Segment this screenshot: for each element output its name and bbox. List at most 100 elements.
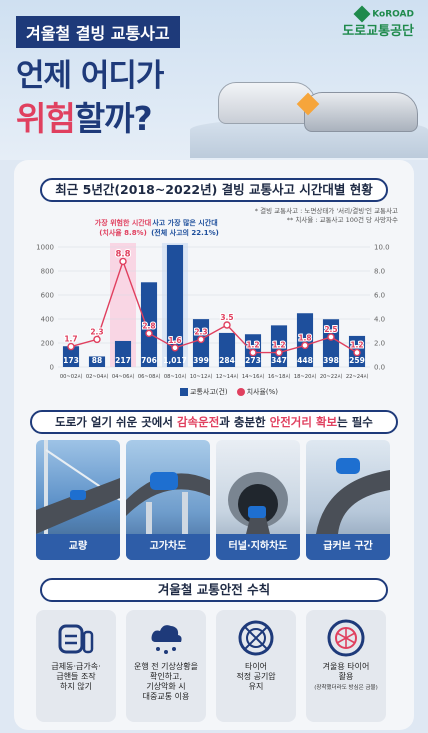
- rule-tire-pressure: 타이어 적정 공기압 유지: [216, 610, 296, 722]
- category-tick-label: 12~14시: [216, 374, 239, 380]
- hero-title-rest: 할까?: [74, 99, 153, 138]
- category-tick-label: 14~16시: [242, 374, 265, 380]
- bar: [88, 356, 106, 367]
- winter-tire-icon: [327, 619, 365, 657]
- bar-value-label: 273: [245, 356, 261, 365]
- line-value-label: 1.2: [350, 341, 363, 350]
- rule-no-sudden-control: 급제동·급가속· 급핸들 조작 하지 않기: [36, 610, 116, 722]
- bar-value-label: 217: [115, 356, 131, 365]
- category-tick-label: 04~06시: [112, 374, 135, 380]
- overpass-icon: [126, 472, 210, 534]
- steering-brake-icon: [58, 624, 94, 654]
- category-tick-label: 08~10시: [164, 374, 187, 380]
- bar-value-label: 706: [141, 356, 157, 365]
- annotation-peak-value: (전체 사고의 22.1%): [151, 228, 219, 237]
- rules-section-title: 겨울철 교통안전 수칙: [40, 578, 388, 602]
- line-value-label: 2.8: [142, 321, 155, 330]
- place-card-sharp-curve: 급커브 구간: [306, 440, 390, 560]
- right-axis-tick: 8.0: [374, 268, 385, 276]
- line-point: [353, 348, 361, 357]
- places-section-title: 도로가 얼기 쉬운 곳에서 감속운전과 충분한 안전거리 확보는 필수: [30, 410, 398, 434]
- koroad-logo: KoROAD 도로교통공단: [342, 5, 414, 39]
- line-point: [275, 348, 283, 357]
- line-point: [119, 257, 127, 266]
- left-axis-tick: 600: [41, 292, 54, 300]
- right-axis-tick: 10.0: [374, 244, 390, 252]
- rule-winter-tires: 겨울용 타이어 활용 (장착했더라도 방심은 금물): [306, 610, 386, 722]
- accident-time-chart: 1000 10.0 800 8.0 600 6.0 400 4.0 200 2.0 0 0.0 173 0…: [36, 218, 390, 380]
- line-value-label: 1.6: [168, 336, 181, 345]
- chart-section-title: 최근 5년간(2018~2022년) 결빙 교통사고 시간대별 현황: [40, 178, 388, 202]
- line-value-label: 1.7: [64, 335, 77, 344]
- line-point: [249, 348, 257, 357]
- rule-check-weather: 운행 전 기상상황을 확인하고, 기상악화 시 대중교통 이용: [126, 610, 206, 722]
- bar-value-label: 1,017: [163, 356, 187, 365]
- right-axis-tick: 0.0: [374, 364, 385, 372]
- legend-line-swatch: [236, 388, 245, 396]
- tire-gauge-icon: [238, 620, 274, 656]
- line-value-label: 1.2: [246, 341, 259, 350]
- place-cards: 교량 고가차도 터널·지하차도 급커브 구간: [36, 440, 392, 562]
- line-point: [197, 335, 205, 344]
- category-tick-label: 06~08시: [138, 374, 161, 380]
- rule-subtext: (장착했더라도 방심은 금물): [314, 685, 378, 691]
- rule-text: 급제동·급가속· 급핸들 조작 하지 않기: [51, 662, 101, 691]
- bridge-icon: [36, 440, 120, 534]
- rule-text: 겨울용 타이어 활용: [322, 662, 370, 681]
- bar-value-label: 88: [92, 356, 102, 365]
- category-tick-label: 16~18시: [268, 374, 291, 380]
- bar: [166, 244, 184, 367]
- line-value-label: 8.8: [115, 249, 130, 259]
- line-value-label: 1.8: [298, 333, 311, 342]
- line-value-label: 2.3: [194, 327, 207, 336]
- bar: [218, 332, 236, 367]
- line-point: [327, 333, 335, 341]
- category-tick-label: 22~24시: [346, 374, 369, 380]
- legend-bar-swatch: [180, 388, 188, 396]
- line-value-label: 2.5: [324, 325, 337, 334]
- cloud-snow-icon: [151, 625, 182, 654]
- rule-text: 타이어 적정 공기압 유지: [236, 662, 276, 691]
- line-point: [67, 342, 75, 351]
- line-point: [301, 341, 309, 350]
- left-axis-tick: 400: [41, 316, 54, 324]
- place-card-overpass: 고가차도: [126, 440, 210, 560]
- bar: [322, 319, 340, 367]
- right-axis-tick: 4.0: [374, 316, 385, 324]
- hero-title-line1: 언제 어디가: [16, 58, 164, 94]
- bar-value-label: 284: [219, 356, 235, 365]
- annotation-risk-title: 가장 위험한 시간대: [95, 218, 151, 227]
- bar: [62, 346, 80, 367]
- bar: [270, 325, 288, 367]
- hero-title-line2: 위험할까?: [16, 92, 153, 140]
- bar-value-label: 173: [63, 356, 79, 365]
- bar-value-label: 398: [323, 356, 339, 365]
- bar-value-label: 347: [271, 356, 287, 365]
- sharp-curve-icon: [316, 458, 390, 534]
- right-axis-tick: 2.0: [374, 340, 385, 348]
- hero-banner: 겨울철 결빙 교통사고 언제 어디가 위험할까? KoROAD 도로교통공단: [0, 0, 428, 160]
- annotation-peak-title: 사고 가장 많은 시간대: [152, 218, 217, 227]
- bar-value-label: 259: [349, 356, 365, 365]
- place-card-tunnel: 터널·지하차도: [216, 440, 300, 560]
- annotation-risk-value: (치사율 8.8%): [99, 228, 147, 237]
- fatality-rate-line: [70, 259, 358, 354]
- category-tick-label: 18~20시: [294, 374, 317, 380]
- line-point: [93, 335, 101, 344]
- left-axis-tick: 800: [41, 268, 54, 276]
- bar: [140, 282, 158, 367]
- left-axis-tick: 1000: [36, 244, 54, 252]
- category-tick-label: 00~02시: [60, 374, 83, 380]
- bar-value-label: 399: [193, 356, 209, 365]
- category-tick-label: 10~12시: [190, 374, 213, 380]
- line-value-label: 2.3: [90, 327, 103, 336]
- hero-tag: 겨울철 결빙 교통사고: [16, 16, 180, 48]
- tunnel-icon: [228, 472, 288, 534]
- chart-notes: * 결빙 교통사고 : 노면상태가 '서리/결빙'인 교통사고 ** 치사율 :…: [254, 207, 398, 224]
- bar-value-label: 448: [297, 356, 313, 365]
- line-point: [145, 329, 153, 338]
- chart-legend: 교통사고(건) 치사율(%): [180, 387, 278, 397]
- line-value-label: 1.2: [272, 341, 285, 350]
- place-card-bridge: 교량: [36, 440, 120, 560]
- left-axis-tick: 0: [50, 364, 54, 372]
